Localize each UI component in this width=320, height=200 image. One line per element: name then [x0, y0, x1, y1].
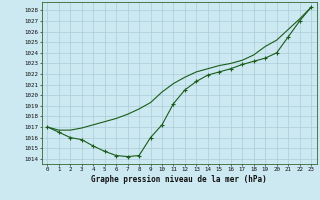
X-axis label: Graphe pression niveau de la mer (hPa): Graphe pression niveau de la mer (hPa)	[91, 175, 267, 184]
